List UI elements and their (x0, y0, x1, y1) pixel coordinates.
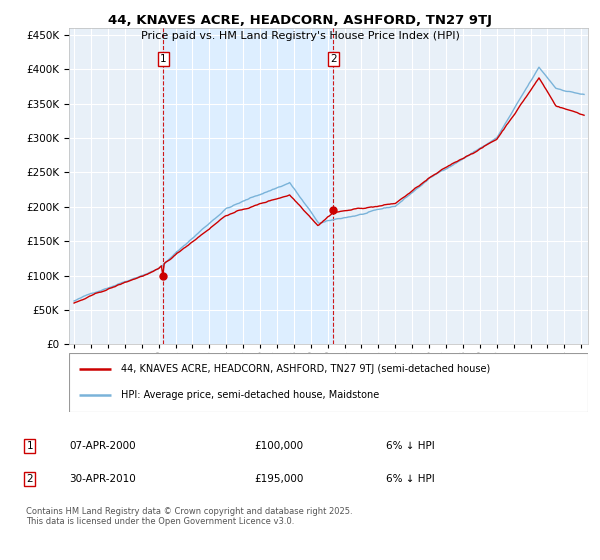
Text: £195,000: £195,000 (254, 474, 303, 484)
Text: 2: 2 (26, 474, 33, 484)
Bar (163, 28, 333, 344)
Text: 1: 1 (26, 441, 33, 451)
Text: 07-APR-2000: 07-APR-2000 (70, 441, 136, 451)
Text: Price paid vs. HM Land Registry's House Price Index (HPI): Price paid vs. HM Land Registry's House … (140, 31, 460, 41)
Text: Contains HM Land Registry data © Crown copyright and database right 2025.
This d: Contains HM Land Registry data © Crown c… (26, 507, 353, 526)
Text: 6% ↓ HPI: 6% ↓ HPI (386, 441, 435, 451)
Text: 2: 2 (330, 54, 337, 64)
FancyBboxPatch shape (69, 353, 588, 412)
Text: 44, KNAVES ACRE, HEADCORN, ASHFORD, TN27 9TJ (semi-detached house): 44, KNAVES ACRE, HEADCORN, ASHFORD, TN27… (121, 364, 490, 374)
Text: 6% ↓ HPI: 6% ↓ HPI (386, 474, 435, 484)
Text: HPI: Average price, semi-detached house, Maidstone: HPI: Average price, semi-detached house,… (121, 390, 379, 400)
Text: £100,000: £100,000 (254, 441, 303, 451)
Text: 1: 1 (160, 54, 166, 64)
Text: 30-APR-2010: 30-APR-2010 (70, 474, 136, 484)
Text: 44, KNAVES ACRE, HEADCORN, ASHFORD, TN27 9TJ: 44, KNAVES ACRE, HEADCORN, ASHFORD, TN27… (108, 14, 492, 27)
